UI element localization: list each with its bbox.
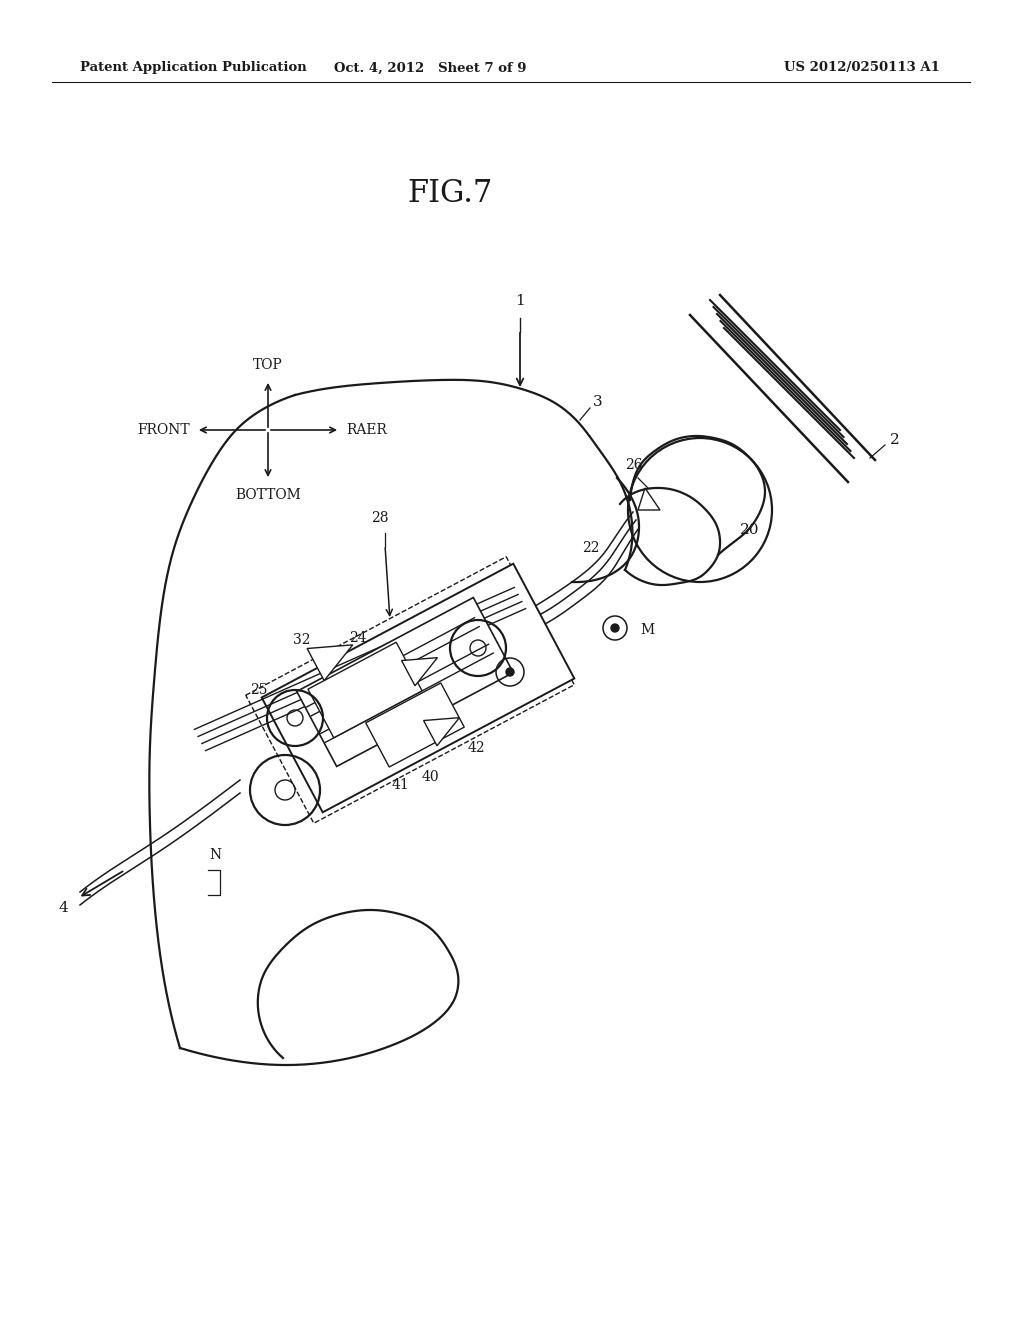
Text: BOTTOM: BOTTOM [236, 488, 301, 502]
Text: 24: 24 [349, 631, 367, 645]
Text: 30: 30 [389, 631, 407, 645]
Text: RAER: RAER [346, 422, 387, 437]
Text: 25: 25 [251, 682, 268, 697]
Polygon shape [366, 682, 464, 767]
Text: Patent Application Publication: Patent Application Publication [80, 62, 307, 74]
Polygon shape [401, 657, 437, 686]
Text: 20: 20 [740, 523, 760, 537]
Text: 3: 3 [593, 395, 603, 409]
Text: 27: 27 [421, 631, 439, 645]
Text: 26: 26 [626, 458, 643, 473]
Text: M: M [640, 623, 654, 638]
Text: 40: 40 [421, 770, 439, 784]
Polygon shape [307, 645, 352, 681]
Polygon shape [308, 643, 422, 738]
Text: TOP: TOP [253, 358, 283, 372]
Text: 32: 32 [293, 634, 310, 647]
Polygon shape [297, 598, 513, 767]
Text: 23: 23 [461, 605, 479, 618]
Text: 41: 41 [391, 777, 409, 792]
Text: Oct. 4, 2012   Sheet 7 of 9: Oct. 4, 2012 Sheet 7 of 9 [334, 62, 526, 74]
Text: US 2012/0250113 A1: US 2012/0250113 A1 [784, 62, 940, 74]
Text: FIG.7: FIG.7 [408, 177, 493, 209]
Text: FRONT: FRONT [137, 422, 190, 437]
Text: 28: 28 [372, 511, 389, 525]
Circle shape [506, 668, 514, 676]
Circle shape [611, 624, 618, 632]
Text: 1: 1 [515, 294, 525, 308]
Text: 42: 42 [468, 741, 485, 755]
Text: 2: 2 [890, 433, 900, 447]
Text: 31: 31 [410, 630, 427, 643]
Text: N: N [209, 847, 221, 862]
Polygon shape [262, 564, 574, 812]
Text: 22: 22 [582, 541, 599, 554]
Text: 4: 4 [58, 902, 68, 915]
Polygon shape [424, 718, 460, 746]
Polygon shape [638, 488, 660, 510]
